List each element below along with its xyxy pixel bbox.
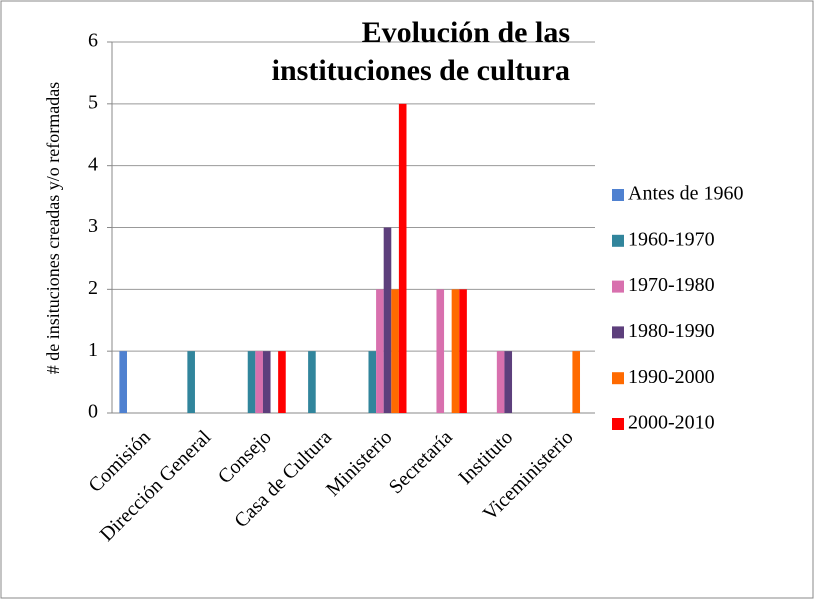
y-axis-label: # de insituciones creadas y/o reformadas [43, 82, 63, 374]
y-tick-label: 3 [88, 215, 98, 237]
y-tick-label: 4 [88, 153, 98, 175]
y-tick-label: 5 [88, 91, 98, 113]
bar [572, 351, 581, 413]
legend-swatch [612, 189, 624, 201]
bar [391, 289, 399, 413]
bar [459, 289, 467, 413]
legend-label: 1990-2000 [628, 366, 715, 388]
legend-swatch [612, 234, 624, 247]
legend-label: 1970-1980 [628, 274, 715, 296]
bar [504, 351, 513, 413]
bar [255, 351, 263, 413]
bar [278, 351, 286, 413]
bar [383, 227, 392, 413]
bar [451, 289, 460, 413]
bar [187, 351, 195, 413]
bar [262, 351, 271, 413]
bar [376, 289, 384, 413]
legend-swatch [612, 418, 624, 430]
bar [496, 351, 505, 413]
y-tick-label: 1 [88, 339, 98, 361]
y-tick-label: 6 [88, 30, 98, 52]
legend-label: 2000-2010 [628, 412, 715, 434]
legend-swatch [612, 280, 624, 293]
legend-label: 1960-1970 [628, 228, 715, 250]
bar [436, 289, 445, 413]
bar [247, 351, 256, 413]
bar [308, 351, 316, 413]
legend-swatch [612, 372, 624, 385]
legend-label: Antes de 1960 [628, 183, 744, 205]
bar [368, 351, 377, 413]
bar [119, 351, 127, 413]
legend-label: 1980-1990 [628, 320, 715, 342]
bar [398, 103, 407, 413]
y-tick-label: 0 [88, 401, 98, 423]
legend-swatch [612, 326, 624, 339]
chart-title: Evolución de las instituciones de cultur… [271, 16, 570, 87]
y-tick-label: 2 [88, 277, 98, 299]
